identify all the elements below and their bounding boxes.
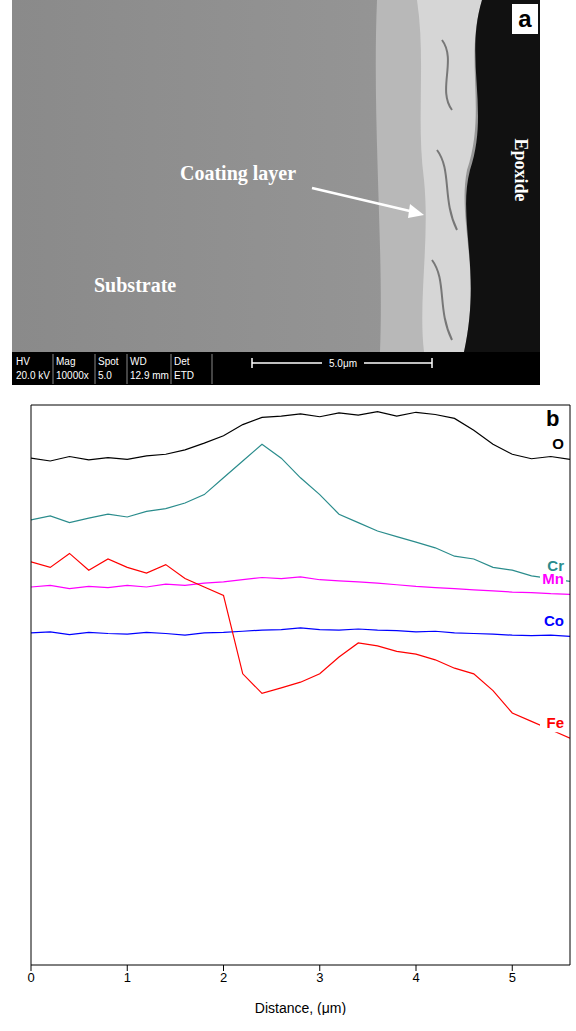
svg-text:a: a	[518, 5, 532, 32]
svg-text:Substrate: Substrate	[94, 274, 176, 296]
svg-text:Cr: Cr	[547, 557, 564, 575]
svg-text:Spot: Spot	[98, 356, 119, 367]
svg-text:20.0 kV: 20.0 kV	[16, 370, 50, 381]
svg-text:Det: Det	[174, 356, 190, 367]
svg-text:Epoxide: Epoxide	[511, 138, 531, 201]
html-text:b: b	[546, 406, 560, 431]
svg-text:Mag: Mag	[56, 356, 75, 367]
svg-text:Fe: Fe	[546, 714, 564, 731]
svg-text:5.0: 5.0	[98, 370, 112, 381]
svg-text:10000x: 10000x	[56, 370, 89, 381]
svg-text:3: 3	[316, 970, 323, 985]
svg-text:HV: HV	[16, 356, 30, 367]
svg-text:Distance, (μm): Distance, (μm)	[255, 1000, 346, 1015]
svg-text:0: 0	[27, 970, 34, 985]
svg-text:4: 4	[412, 970, 419, 985]
svg-text:Co: Co	[544, 612, 564, 629]
svg-text:ETD: ETD	[174, 370, 194, 381]
svg-text:5: 5	[509, 970, 516, 985]
svg-text:Coating layer: Coating layer	[180, 162, 296, 185]
svg-text:2: 2	[220, 970, 227, 985]
svg-text:1: 1	[124, 970, 131, 985]
svg-text:WD: WD	[130, 356, 147, 367]
svg-text:12.9 mm: 12.9 mm	[130, 370, 169, 381]
svg-text:O: O	[552, 435, 564, 452]
svg-text:5.0μm: 5.0μm	[329, 358, 357, 369]
svg-text:Mn: Mn	[542, 570, 564, 587]
